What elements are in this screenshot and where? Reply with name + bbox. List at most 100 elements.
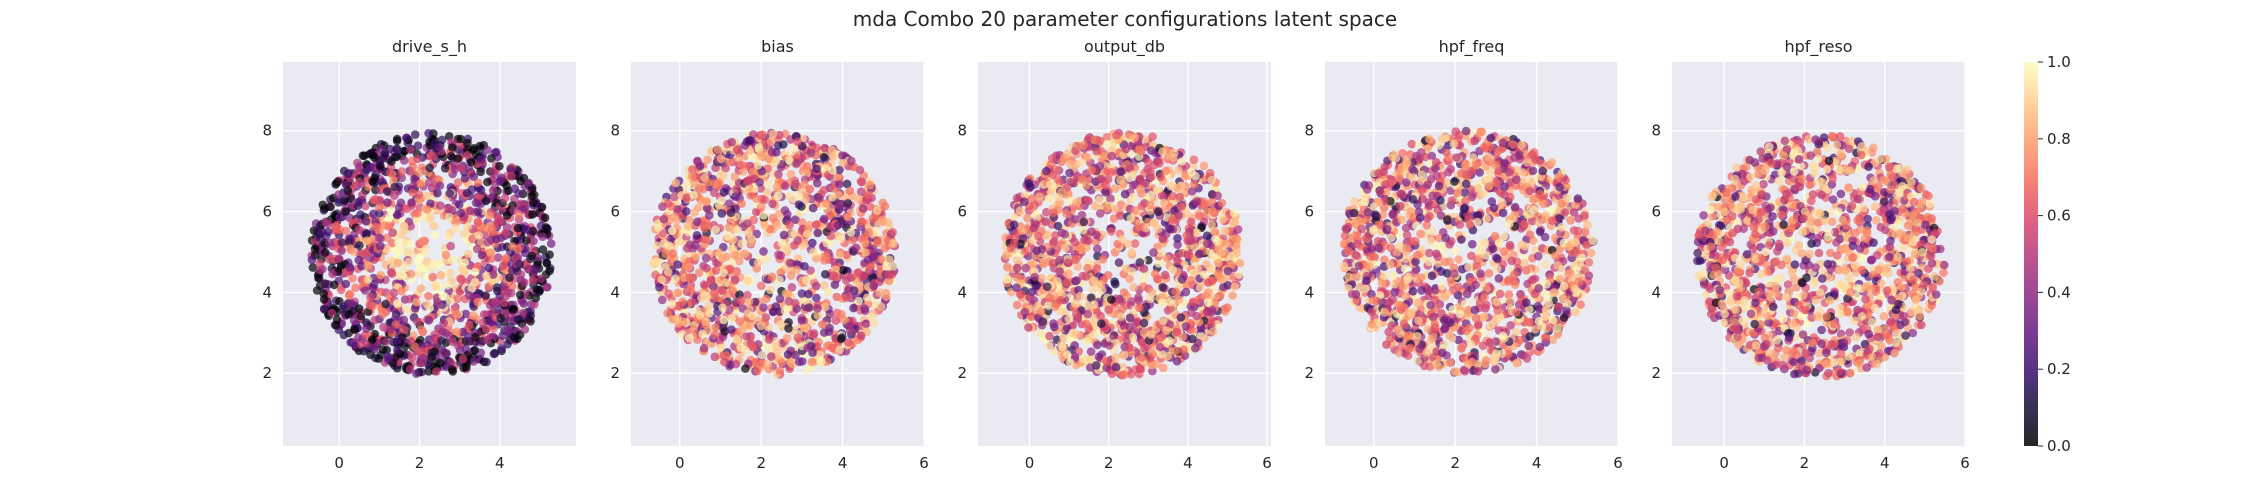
scatter-point <box>745 136 754 145</box>
scatter-point <box>444 204 454 213</box>
scatter-point <box>757 350 767 360</box>
scatter-point <box>1194 249 1204 259</box>
scatter-point <box>732 184 742 194</box>
scatter-point <box>815 350 825 359</box>
scatter-point <box>1002 274 1012 284</box>
scatter-point <box>496 233 506 243</box>
scatter-point <box>843 212 853 222</box>
scatter-point <box>732 145 742 154</box>
scatter-point <box>493 253 503 262</box>
scatter-point <box>753 160 763 170</box>
y-tick-label: 4 <box>957 283 967 301</box>
scatter-point <box>838 151 847 160</box>
scatter-point <box>815 193 824 203</box>
scatter-point <box>730 275 740 285</box>
scatter-point <box>1214 258 1223 268</box>
scatter-point <box>1149 218 1159 228</box>
scatter-point <box>527 191 536 201</box>
scatter-point <box>393 345 402 355</box>
scatter-point <box>430 139 439 149</box>
scatter-point <box>351 283 360 293</box>
scatter-point <box>1045 331 1054 341</box>
scatter-point <box>801 296 810 305</box>
scatter-point <box>862 293 872 303</box>
scatter-point <box>703 177 713 187</box>
scatter-point <box>835 200 844 209</box>
scatter-point <box>1217 248 1227 257</box>
scatter-point <box>477 250 487 260</box>
scatter-point <box>401 305 411 314</box>
scatter-point <box>425 163 435 173</box>
scatter-point <box>821 199 831 208</box>
scatter-point <box>737 160 746 169</box>
scatter-point <box>775 275 784 285</box>
scatter-point <box>668 249 678 258</box>
scatter-point <box>1091 201 1100 211</box>
scatter-point <box>522 236 531 245</box>
scatter-point <box>865 180 875 190</box>
scatter-point <box>1092 230 1101 240</box>
scatter-point <box>445 212 454 222</box>
scatter-point <box>1184 250 1194 260</box>
scatter-point <box>804 303 814 312</box>
scatter-point <box>365 301 375 310</box>
scatter-point <box>369 280 379 289</box>
scatter-point <box>307 255 317 265</box>
scatter-point <box>527 251 536 261</box>
scatter-point <box>500 283 509 292</box>
scatter-point <box>838 158 848 168</box>
scatter-point <box>731 359 741 369</box>
scatter-point <box>346 194 356 203</box>
scatter-point <box>370 315 380 325</box>
scatter-point <box>461 309 471 319</box>
scatter-point <box>832 173 842 182</box>
scatter-point <box>717 196 726 206</box>
scatter-point <box>727 137 736 147</box>
scatter-point <box>1111 362 1121 372</box>
scatter-point <box>758 130 767 139</box>
scatter-point <box>1065 358 1075 367</box>
scatter-point <box>1072 276 1082 285</box>
scatter-point <box>668 226 677 236</box>
scatter-point <box>516 270 526 279</box>
scatter-point <box>1156 172 1165 182</box>
scatter-point <box>513 223 523 233</box>
scatter-point <box>483 177 492 187</box>
scatter-point <box>531 293 540 303</box>
scatter-point <box>1220 226 1229 235</box>
scatter-point <box>325 254 334 264</box>
scatter-point <box>374 354 383 363</box>
scatter-point <box>312 286 322 295</box>
scatter-point <box>320 279 330 289</box>
scatter-point <box>1055 267 1064 276</box>
x-tick-label: 6 <box>1262 454 1272 472</box>
y-tick-label: 8 <box>957 122 967 140</box>
scatter-point <box>514 210 524 219</box>
scatter-point <box>1166 224 1175 234</box>
scatter-point <box>473 218 483 227</box>
scatter-point <box>780 181 790 191</box>
scatter-point <box>888 239 898 248</box>
scatter-point <box>766 285 775 295</box>
scatter-point <box>659 214 669 224</box>
scatter-point <box>526 311 535 321</box>
scatter-point <box>728 286 737 296</box>
scatter-point <box>476 155 485 164</box>
scatter-point <box>811 220 821 230</box>
scatter-point <box>1124 343 1134 352</box>
scatter-point <box>498 261 508 271</box>
scatter-point <box>725 264 735 274</box>
scatter-point <box>743 228 753 237</box>
scatter-point <box>804 289 813 299</box>
scatter-point <box>504 325 513 335</box>
x-tick-label: 2 <box>1450 454 1460 472</box>
scatter-point <box>1125 274 1134 284</box>
scatter-point <box>845 321 854 331</box>
scatter-point <box>417 237 427 246</box>
scatter-point <box>791 215 800 224</box>
scatter-point <box>1048 258 1058 268</box>
scatter-point <box>744 297 754 306</box>
scatter-point <box>1207 197 1217 207</box>
